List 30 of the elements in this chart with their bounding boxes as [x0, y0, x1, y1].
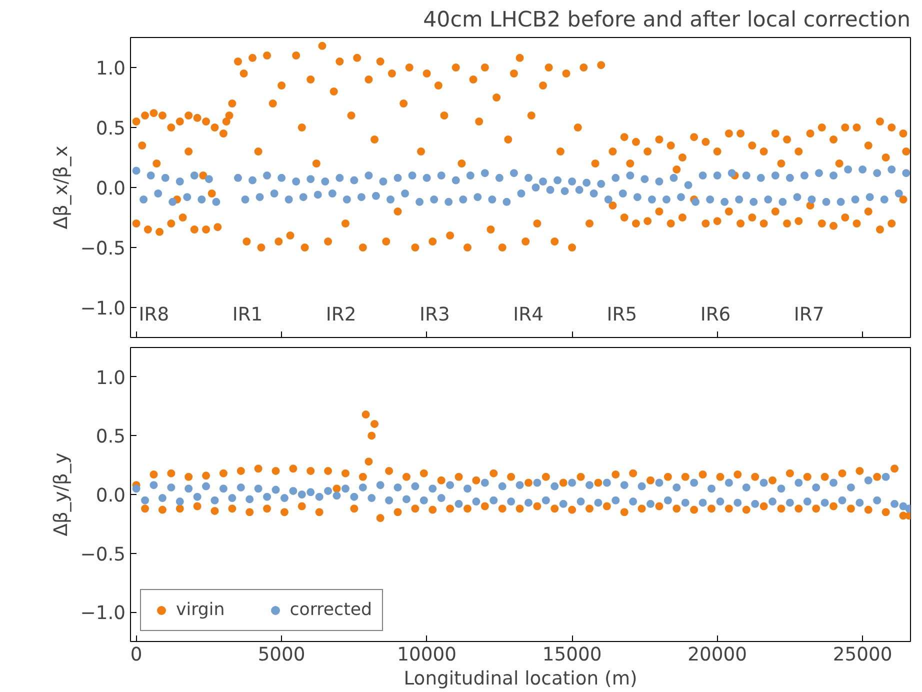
annotation: IR3 [420, 304, 450, 326]
x-tick-label: 0 [130, 644, 142, 666]
y-axis-title: Δβ_y/β_y [51, 452, 72, 536]
x-axis-title: Longitudinal location (m) [404, 668, 638, 690]
y-tick-label: 0.5 [96, 426, 126, 448]
annotation: IR8 [138, 304, 170, 326]
annotation: IR5 [606, 304, 638, 326]
y-tick-label: −0.5 [80, 238, 126, 260]
y-tick-label: 0.0 [96, 178, 126, 200]
y-tick-label: 0.5 [96, 118, 126, 140]
y-tick-label: −1.0 [80, 603, 126, 624]
annotation: IR1 [232, 304, 263, 326]
annotation: IR7 [794, 304, 824, 326]
x-tick-label: 5000 [258, 644, 306, 666]
x-tick-label: 25000 [832, 644, 892, 666]
legend-label: virgin [176, 600, 225, 620]
y-axis-title: Δβ_x/β_x [51, 146, 72, 230]
x-tick-label: 10000 [397, 644, 456, 666]
y-tick-label: −1.0 [80, 298, 126, 320]
legend-label: corrected [290, 600, 372, 620]
x-tick-label: 15000 [542, 644, 602, 666]
y-tick-label: 0.0 [96, 486, 126, 506]
x-tick-label: 20000 [688, 644, 747, 666]
chart-title: 40cm LHCB2 before and after local correction [423, 8, 911, 32]
annotation: IR6 [700, 304, 731, 326]
y-tick-label: 1.0 [96, 368, 126, 389]
annotation: IR4 [513, 304, 544, 326]
y-tick-label: −0.5 [80, 544, 126, 566]
annotation: IR2 [326, 304, 356, 326]
y-tick-label: 1.0 [96, 58, 126, 80]
